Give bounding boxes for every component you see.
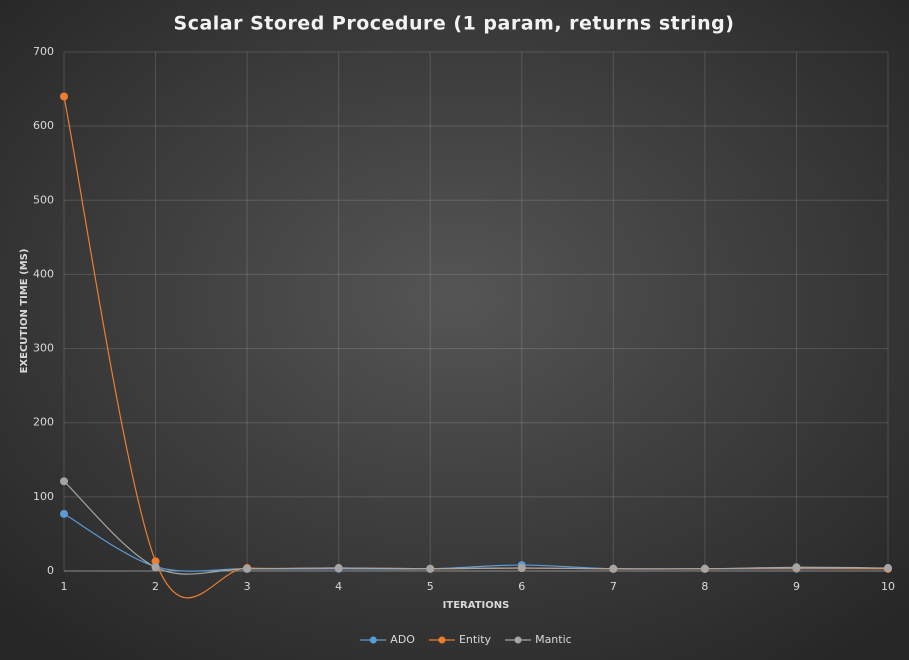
data-point [426,564,435,573]
x-tick-label: 5 [427,580,434,593]
legend-label: Mantic [535,633,572,646]
legend-marker [438,636,446,644]
chart-title: Scalar Stored Procedure (1 param, return… [174,13,735,35]
data-point [243,564,252,573]
y-tick-label: 500 [33,193,54,206]
x-tick-label: 3 [244,580,251,593]
legend-marker [369,636,377,644]
data-point [60,477,68,486]
y-tick-label: 600 [33,119,54,132]
legend-marker [514,636,522,644]
data-point [517,564,526,573]
data-point [60,509,68,518]
series-line [63,480,889,575]
x-tick-label: 2 [152,580,159,593]
legend-item: ADO [360,633,415,646]
x-tick-label: 1 [61,580,68,593]
y-tick-label: 300 [33,342,54,355]
y-tick-label: 100 [33,490,54,503]
data-point [792,563,801,572]
x-tick-label: 4 [335,580,342,593]
data-point [609,564,618,573]
legend-label: Entity [459,633,492,646]
y-tick-label: 0 [47,564,54,577]
data-point [151,557,160,566]
data-point [334,564,343,573]
y-tick-label: 200 [33,416,54,429]
y-tick-label: 700 [33,45,54,58]
legend-label: ADO [390,633,415,646]
y-axis-title: EXECUTION TIME (MS) [19,249,30,374]
x-tick-label: 10 [881,580,895,593]
x-axis-title: ITERATIONS [443,600,510,611]
x-tick-label: 6 [518,580,525,593]
y-tick-label: 400 [33,267,54,280]
data-point [151,563,160,572]
data-point [700,564,709,573]
data-point [884,564,892,573]
x-tick-label: 8 [701,580,708,593]
legend-item: Entity [428,633,492,646]
legend-item: Mantic [505,633,572,646]
x-tick-label: 7 [610,580,617,593]
x-tick-label: 9 [793,580,800,593]
data-point [60,92,68,101]
legend: ADO Entity Mantic [360,633,572,646]
